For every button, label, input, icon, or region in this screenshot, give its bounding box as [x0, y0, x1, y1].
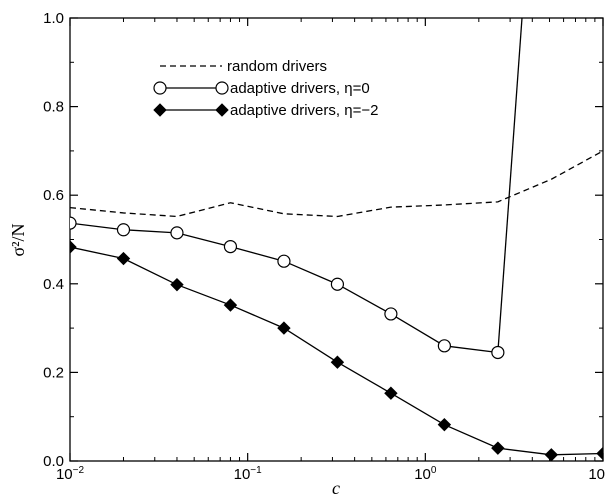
data-point-circle	[330, 277, 345, 291]
series-layer	[70, 18, 603, 461]
data-point-diamond	[116, 251, 131, 266]
data-point-diamond	[330, 355, 345, 369]
legend-marker-circle	[153, 81, 167, 95]
legend: random drivers adaptive drivers, η=0 adapt…	[153, 58, 378, 119]
data-point-circle	[116, 223, 131, 237]
y-tick-label: 0.0	[43, 453, 64, 470]
x-tick-label: 100	[414, 465, 437, 483]
series-continuation-1	[497, 18, 523, 353]
legend-label-1: adaptive drivers, η=0	[230, 80, 370, 97]
data-point-diamond	[223, 298, 238, 312]
legend-marker-diamond	[215, 103, 229, 117]
x-tick-label: 10−2	[56, 465, 85, 483]
legend-marker-diamond	[153, 103, 167, 117]
data-point-circle	[277, 254, 291, 268]
legend-label-2: adaptive drivers, η=−2	[230, 102, 378, 119]
series-line-0	[70, 150, 603, 218]
legend-label-0: random drivers	[227, 58, 327, 75]
data-point-circle	[491, 345, 505, 360]
data-point-circle	[384, 307, 398, 321]
y-tick-label: 0.4	[43, 276, 64, 293]
y-axis-label: σ²/N	[8, 223, 28, 256]
data-point-diamond	[437, 417, 452, 432]
data-point-diamond	[170, 277, 184, 292]
x-tick-label: 10−1	[234, 465, 263, 483]
data-point-circle	[70, 216, 77, 230]
axis-ticks: 0.0 0.2 0.4 0.6 0.8 1.0 10−2 10−1 100 10	[43, 10, 605, 483]
data-point-diamond	[491, 441, 505, 455]
data-point-circle	[437, 339, 451, 353]
legend-marker-circle	[215, 81, 229, 95]
x-tick-label: 10	[588, 466, 605, 483]
y-tick-label: 0.2	[43, 364, 64, 381]
data-point-diamond	[384, 386, 398, 400]
y-tick-label: 1.0	[43, 10, 64, 27]
data-point-circle	[223, 239, 238, 254]
data-point-diamond	[544, 448, 559, 461]
y-tick-label: 0.8	[43, 99, 64, 116]
y-tick-label: 0.6	[43, 187, 64, 204]
data-point-diamond	[277, 321, 291, 335]
x-axis-label: c	[332, 478, 340, 498]
data-point-diamond	[596, 446, 603, 461]
data-point-diamond	[70, 240, 77, 254]
data-point-circle	[170, 226, 184, 240]
